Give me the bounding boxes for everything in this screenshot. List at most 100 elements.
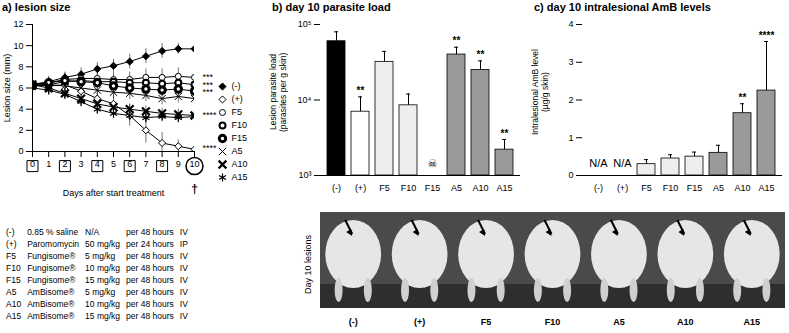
svg-text:A5: A5: [232, 146, 243, 156]
html-text:F5: F5: [6, 251, 16, 261]
svg-text:(+): (+): [355, 183, 366, 193]
svg-text:A5: A5: [713, 183, 724, 193]
svg-text:3: 3: [79, 159, 84, 169]
svg-text:F5: F5: [481, 317, 492, 327]
html-text:a) lesion size: a) lesion size: [2, 1, 71, 13]
html-text:per 48 hours: per 48 hours: [126, 251, 174, 261]
html-text:5 mg/kg: 5 mg/kg: [85, 287, 116, 297]
html-text:per 48 hours: per 48 hours: [126, 275, 174, 285]
svg-text:F15: F15: [687, 183, 703, 193]
svg-text:**: **: [453, 35, 461, 46]
svg-text:(+): (+): [414, 317, 425, 327]
svg-text:7: 7: [143, 159, 148, 169]
svg-text:**: **: [357, 85, 365, 96]
svg-text:**: **: [501, 128, 509, 139]
svg-text:F10: F10: [663, 183, 679, 193]
svg-text:1: 1: [568, 133, 573, 143]
svg-text:A15: A15: [232, 172, 248, 182]
html-text:0.85 % saline: 0.85 % saline: [27, 227, 79, 237]
html-text:c) day 10 intralesional AmB le: c) day 10 intralesional AmB levels: [534, 1, 711, 13]
svg-text:A10: A10: [734, 183, 750, 193]
svg-text:(+): (+): [232, 94, 243, 104]
svg-text:F5: F5: [379, 183, 390, 193]
svg-text:F5: F5: [641, 183, 652, 193]
svg-text:2: 2: [568, 95, 573, 105]
svg-text:A10: A10: [677, 317, 694, 327]
html-text:A5: A5: [6, 287, 17, 297]
svg-text:0: 0: [18, 146, 23, 156]
html-text:Fungisome®: Fungisome®: [27, 263, 76, 273]
svg-text:F5: F5: [232, 107, 243, 117]
svg-text:**: **: [739, 92, 747, 103]
svg-text:A15: A15: [758, 183, 774, 193]
html-text:per 48 hours: per 48 hours: [126, 287, 174, 297]
html-text:A15: A15: [6, 311, 22, 321]
html-text:Fungisome®: Fungisome®: [27, 275, 76, 285]
html-text:F10: F10: [6, 263, 21, 273]
svg-text:**: **: [477, 49, 485, 60]
svg-text:10: 10: [13, 41, 23, 51]
svg-text:****: ****: [759, 30, 775, 41]
svg-text:10³: 10³: [298, 170, 311, 180]
svg-text:A10: A10: [232, 159, 248, 169]
svg-text:3: 3: [568, 57, 573, 67]
svg-text:9: 9: [176, 159, 181, 169]
html-text:per 48 hours: per 48 hours: [126, 227, 174, 237]
svg-text:A5: A5: [613, 317, 625, 327]
html-text:b) day 10 parasite load: b) day 10 parasite load: [272, 1, 391, 13]
svg-text:†: †: [191, 182, 198, 196]
svg-text:Day 10 lesions: Day 10 lesions: [303, 234, 313, 294]
html-text:5 mg/kg: 5 mg/kg: [85, 251, 116, 261]
svg-text:A10: A10: [472, 183, 488, 193]
html-text:per 48 hours: per 48 hours: [126, 299, 174, 309]
svg-text:0: 0: [568, 170, 573, 180]
html-text:AmBisome®: AmBisome®: [27, 299, 75, 309]
html-text:Paromomycin: Paromomycin: [27, 239, 80, 249]
svg-text:F15: F15: [425, 183, 441, 193]
svg-text:Lesion size (mm): Lesion size (mm): [2, 54, 12, 123]
svg-text:(-): (-): [332, 183, 341, 193]
html-text:Lesion parasite load (parasite: Lesion parasite load (parasites per g sk…: [268, 52, 288, 132]
html-text:10 mg/kg: 10 mg/kg: [85, 263, 121, 273]
svg-text:8: 8: [18, 62, 23, 72]
svg-text:4: 4: [568, 19, 573, 29]
svg-text:2: 2: [18, 125, 23, 135]
svg-text:F15: F15: [232, 133, 248, 143]
svg-text:(-): (-): [594, 183, 603, 193]
html-text:per 48 hours: per 48 hours: [126, 263, 174, 273]
svg-text:***: ***: [203, 87, 214, 97]
svg-text:A15: A15: [744, 317, 761, 327]
html-text:10 mg/kg: 10 mg/kg: [85, 299, 121, 309]
svg-text:(-): (-): [349, 317, 358, 327]
svg-text:10⁴: 10⁴: [298, 95, 312, 105]
svg-text:N/A: N/A: [613, 157, 632, 169]
svg-text:1: 1: [46, 159, 51, 169]
svg-text:F10: F10: [545, 317, 561, 327]
svg-text:****: ****: [203, 110, 218, 120]
svg-text:****: ****: [203, 143, 218, 153]
svg-text:12: 12: [13, 19, 23, 29]
svg-text:F10: F10: [232, 120, 248, 130]
html-text:F15: F15: [6, 275, 21, 285]
svg-text:N/A: N/A: [589, 157, 608, 169]
svg-text:10⁵: 10⁵: [298, 19, 312, 29]
svg-text:5: 5: [111, 159, 116, 169]
svg-text:4: 4: [18, 104, 23, 114]
svg-text:(+): (+): [617, 183, 628, 193]
svg-text:Days after start treatment: Days after start treatment: [63, 188, 165, 198]
svg-text:F10: F10: [401, 183, 417, 193]
svg-text:(-): (-): [232, 81, 241, 91]
html-text:AmBisome®: AmBisome®: [27, 287, 75, 297]
html-text:15 mg/kg: 15 mg/kg: [85, 275, 121, 285]
html-text:50 mg/kg: 50 mg/kg: [85, 239, 121, 249]
html-text:Fungisome®: Fungisome®: [27, 251, 76, 261]
svg-text:A5: A5: [451, 183, 462, 193]
svg-text:☠: ☠: [428, 157, 438, 169]
svg-text:6: 6: [18, 83, 23, 93]
html-text:N/A: N/A: [85, 227, 100, 237]
html-text:per 24 hours: per 24 hours: [126, 239, 174, 249]
svg-text:A15: A15: [496, 183, 512, 193]
svg-text:10: 10: [189, 159, 199, 169]
html-text:Intralesional AmB level (µg/g: Intralesional AmB level (µg/g skin): [530, 49, 550, 135]
html-text:A10: A10: [6, 299, 22, 309]
